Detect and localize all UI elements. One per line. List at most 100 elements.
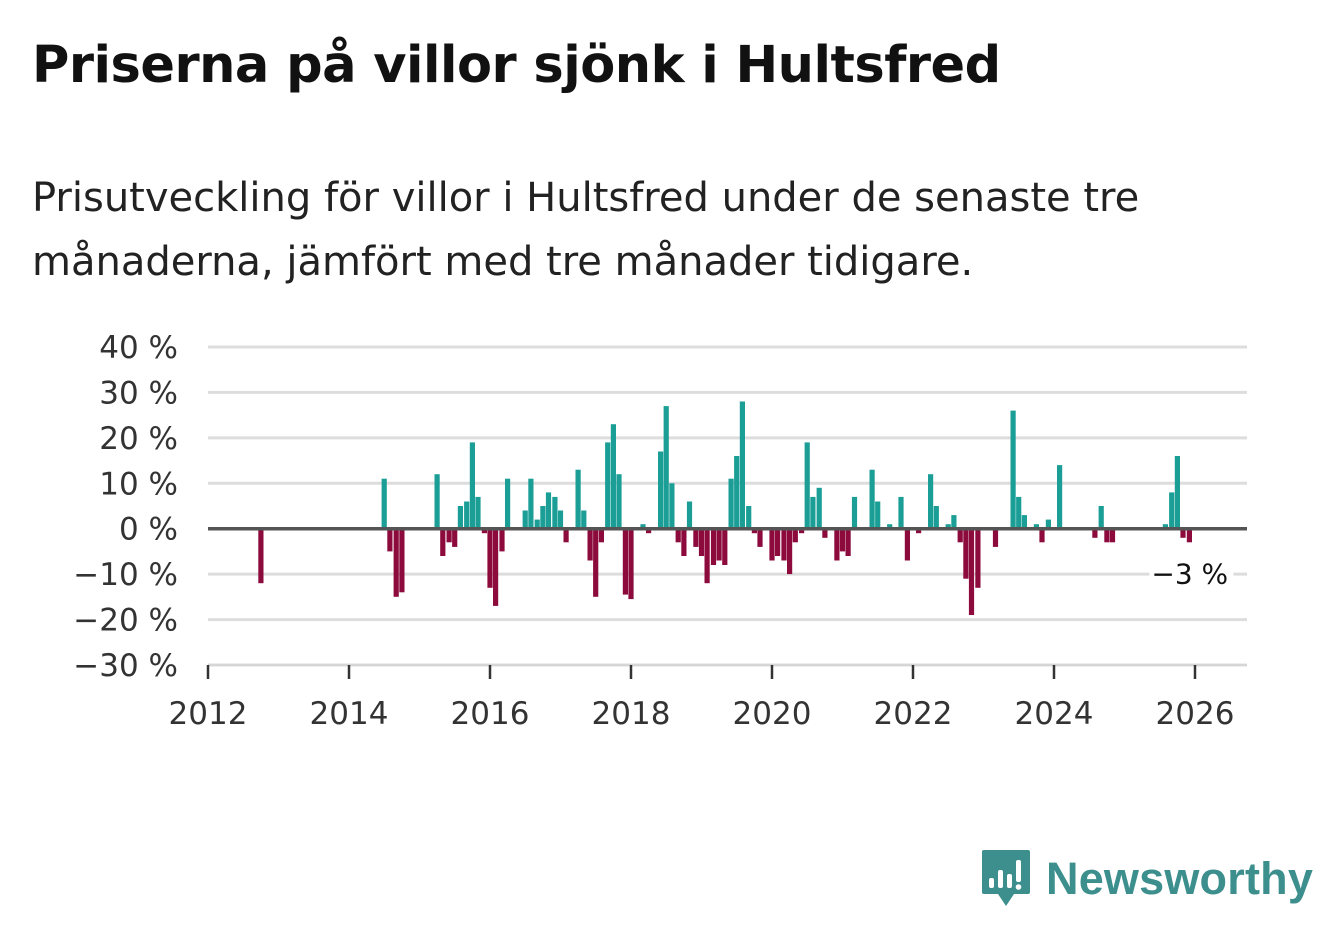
bar	[540, 506, 546, 529]
bar	[557, 510, 564, 529]
x-tick-label: 2014	[310, 696, 389, 732]
bar	[681, 528, 687, 556]
bar	[622, 528, 628, 595]
y-tick-label: 30 %	[99, 375, 178, 411]
bar	[545, 492, 552, 529]
y-axis-labels: 40 % 30 % 20 % 10 % 0 % −10 % −20 % −30 %	[73, 330, 178, 684]
x-tick-label: 2018	[592, 696, 671, 732]
bar	[686, 501, 693, 529]
bars	[258, 401, 1192, 615]
bar	[1016, 496, 1022, 529]
y-tick-label: 10 %	[99, 466, 178, 502]
bar	[640, 524, 646, 529]
bar	[839, 528, 846, 552]
bar	[587, 528, 593, 561]
bar	[887, 524, 893, 529]
bar	[1039, 528, 1045, 543]
x-tick-label: 2012	[169, 696, 248, 732]
bar	[628, 528, 634, 600]
bar	[499, 528, 505, 552]
bar	[728, 478, 734, 529]
bar	[1045, 519, 1051, 529]
bar	[898, 496, 904, 529]
bar	[775, 528, 781, 556]
bar	[393, 528, 399, 597]
bar	[693, 528, 699, 547]
y-tick-label: −10 %	[73, 557, 178, 593]
bar	[799, 528, 805, 534]
bar	[710, 528, 717, 565]
bar	[481, 528, 487, 534]
bar	[1109, 528, 1116, 543]
bar	[605, 442, 611, 529]
bar	[1186, 528, 1192, 543]
bar	[487, 528, 493, 588]
bar	[1092, 528, 1098, 538]
bar	[675, 528, 681, 543]
bar	[951, 515, 957, 529]
bar	[875, 501, 881, 529]
y-tick-label: 20 %	[99, 421, 178, 457]
bar	[1021, 515, 1027, 529]
bar	[446, 528, 452, 543]
bar	[957, 528, 963, 543]
bar	[704, 528, 710, 584]
bar	[792, 528, 798, 543]
bar	[522, 510, 528, 529]
bar	[469, 442, 475, 529]
annotation-group: −3 %	[1149, 556, 1234, 591]
bar	[851, 496, 858, 529]
bar	[928, 474, 934, 529]
x-tick-label: 2020	[733, 696, 812, 732]
bar	[387, 528, 393, 552]
bar	[751, 528, 757, 534]
bar	[575, 469, 581, 529]
bar	[434, 474, 440, 529]
bar	[610, 424, 616, 529]
bar	[457, 506, 463, 529]
bar	[975, 528, 981, 588]
bar	[804, 442, 810, 529]
bar	[663, 406, 669, 529]
bar	[581, 510, 587, 529]
bar	[258, 528, 264, 584]
grid-lines	[208, 345, 1247, 667]
newsworthy-logo: Newsworthy	[980, 848, 1313, 910]
x-axis: 2012 2014 2016 2018 2020 2022 2024 2026	[169, 664, 1247, 732]
bar	[810, 496, 816, 529]
bar	[616, 474, 622, 529]
bar	[563, 528, 569, 543]
bar	[452, 528, 458, 547]
x-tick-label: 2026	[1156, 696, 1235, 732]
bar	[963, 528, 969, 579]
bar	[552, 496, 558, 529]
bar	[781, 528, 787, 561]
bar	[1180, 528, 1186, 538]
latest-value-label: −3 %	[1151, 557, 1228, 590]
bar	[475, 496, 481, 529]
bar	[1104, 528, 1110, 543]
bar	[845, 528, 851, 556]
bar	[1162, 524, 1168, 529]
y-tick-label: 0 %	[119, 512, 178, 548]
x-tick-label: 2016	[451, 696, 530, 732]
bar	[598, 528, 604, 543]
bar	[904, 528, 910, 561]
bar	[769, 528, 775, 561]
annotation-background	[1149, 556, 1234, 591]
bar	[1010, 410, 1016, 529]
chart-title: Priserna på villor sjönk i Hultsfred	[32, 36, 1001, 95]
x-tick-label: 2022	[874, 696, 953, 732]
bar	[493, 528, 499, 606]
bar	[816, 487, 822, 529]
bar	[716, 528, 722, 561]
brand-name: Newsworthy	[1046, 853, 1314, 904]
bar	[834, 528, 840, 561]
bar	[646, 528, 652, 534]
bar	[669, 483, 675, 529]
bar	[945, 524, 951, 529]
bar	[593, 528, 599, 597]
bar	[1098, 506, 1104, 529]
y-tick-label: −30 %	[73, 648, 178, 684]
bar	[734, 456, 740, 529]
